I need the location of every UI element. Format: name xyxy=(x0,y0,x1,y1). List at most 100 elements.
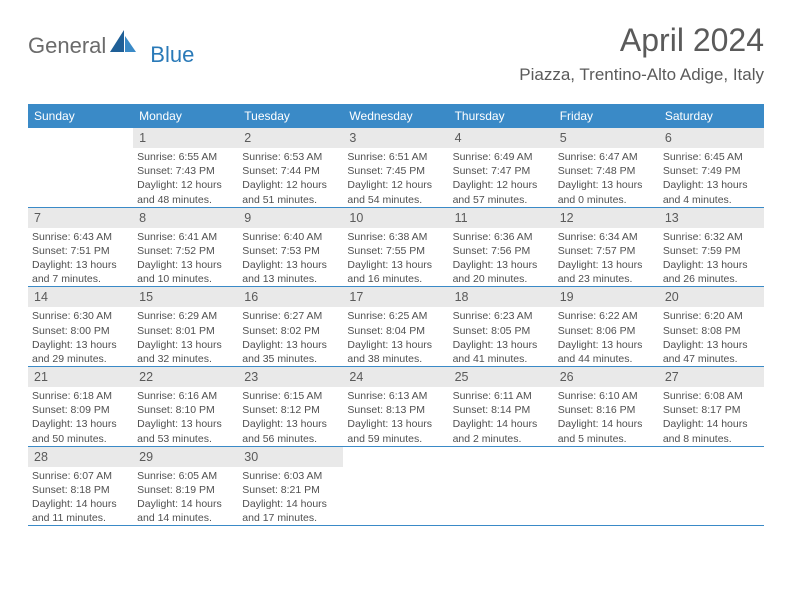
day-info: Sunrise: 6:11 AMSunset: 8:14 PMDaylight:… xyxy=(449,387,554,446)
daylight-text: Daylight: 13 hours and 20 minutes. xyxy=(453,258,550,286)
day-number: 9 xyxy=(238,208,343,228)
day-info: Sunrise: 6:49 AMSunset: 7:47 PMDaylight:… xyxy=(449,148,554,207)
sunset-text: Sunset: 7:49 PM xyxy=(663,164,760,178)
day-number: 13 xyxy=(659,208,764,228)
daylight-text: Daylight: 13 hours and 0 minutes. xyxy=(558,178,655,206)
day-cell: 30Sunrise: 6:03 AMSunset: 8:21 PMDayligh… xyxy=(238,447,343,526)
sunset-text: Sunset: 8:04 PM xyxy=(347,324,444,338)
calendar: Sunday Monday Tuesday Wednesday Thursday… xyxy=(28,104,764,526)
weeks-container: 1Sunrise: 6:55 AMSunset: 7:43 PMDaylight… xyxy=(28,128,764,526)
day-number: 23 xyxy=(238,367,343,387)
sunrise-text: Sunrise: 6:47 AM xyxy=(558,150,655,164)
day-cell: 16Sunrise: 6:27 AMSunset: 8:02 PMDayligh… xyxy=(238,287,343,366)
day-cell: 3Sunrise: 6:51 AMSunset: 7:45 PMDaylight… xyxy=(343,128,448,207)
daylight-text: Daylight: 13 hours and 44 minutes. xyxy=(558,338,655,366)
day-number: 22 xyxy=(133,367,238,387)
day-info: Sunrise: 6:08 AMSunset: 8:17 PMDaylight:… xyxy=(659,387,764,446)
day-info: Sunrise: 6:05 AMSunset: 8:19 PMDaylight:… xyxy=(133,467,238,526)
day-info: Sunrise: 6:13 AMSunset: 8:13 PMDaylight:… xyxy=(343,387,448,446)
day-number: 29 xyxy=(133,447,238,467)
day-cell: 19Sunrise: 6:22 AMSunset: 8:06 PMDayligh… xyxy=(554,287,659,366)
daylight-text: Daylight: 13 hours and 41 minutes. xyxy=(453,338,550,366)
sunrise-text: Sunrise: 6:22 AM xyxy=(558,309,655,323)
weekday-header: Sunday xyxy=(28,104,133,128)
day-cell: 7Sunrise: 6:43 AMSunset: 7:51 PMDaylight… xyxy=(28,208,133,287)
day-number: 6 xyxy=(659,128,764,148)
month-title: April 2024 xyxy=(519,22,764,59)
sunset-text: Sunset: 8:02 PM xyxy=(242,324,339,338)
sunset-text: Sunset: 8:21 PM xyxy=(242,483,339,497)
day-number: 16 xyxy=(238,287,343,307)
sunset-text: Sunset: 7:55 PM xyxy=(347,244,444,258)
sunset-text: Sunset: 7:57 PM xyxy=(558,244,655,258)
week-row: 21Sunrise: 6:18 AMSunset: 8:09 PMDayligh… xyxy=(28,367,764,447)
daylight-text: Daylight: 13 hours and 56 minutes. xyxy=(242,417,339,445)
daylight-text: Daylight: 14 hours and 17 minutes. xyxy=(242,497,339,525)
daylight-text: Daylight: 13 hours and 16 minutes. xyxy=(347,258,444,286)
sunrise-text: Sunrise: 6:36 AM xyxy=(453,230,550,244)
sunrise-text: Sunrise: 6:27 AM xyxy=(242,309,339,323)
day-number: 1 xyxy=(133,128,238,148)
day-info: Sunrise: 6:30 AMSunset: 8:00 PMDaylight:… xyxy=(28,307,133,366)
sunrise-text: Sunrise: 6:55 AM xyxy=(137,150,234,164)
daylight-text: Daylight: 13 hours and 23 minutes. xyxy=(558,258,655,286)
daylight-text: Daylight: 13 hours and 4 minutes. xyxy=(663,178,760,206)
day-info: Sunrise: 6:32 AMSunset: 7:59 PMDaylight:… xyxy=(659,228,764,287)
day-cell: 22Sunrise: 6:16 AMSunset: 8:10 PMDayligh… xyxy=(133,367,238,446)
day-number: 25 xyxy=(449,367,554,387)
daylight-text: Daylight: 13 hours and 35 minutes. xyxy=(242,338,339,366)
day-cell: 13Sunrise: 6:32 AMSunset: 7:59 PMDayligh… xyxy=(659,208,764,287)
daylight-text: Daylight: 13 hours and 29 minutes. xyxy=(32,338,129,366)
sunrise-text: Sunrise: 6:40 AM xyxy=(242,230,339,244)
day-number: 27 xyxy=(659,367,764,387)
day-info: Sunrise: 6:20 AMSunset: 8:08 PMDaylight:… xyxy=(659,307,764,366)
weekday-header: Tuesday xyxy=(238,104,343,128)
sunset-text: Sunset: 7:44 PM xyxy=(242,164,339,178)
day-info: Sunrise: 6:47 AMSunset: 7:48 PMDaylight:… xyxy=(554,148,659,207)
sunset-text: Sunset: 7:51 PM xyxy=(32,244,129,258)
day-info: Sunrise: 6:22 AMSunset: 8:06 PMDaylight:… xyxy=(554,307,659,366)
sunrise-text: Sunrise: 6:53 AM xyxy=(242,150,339,164)
day-cell xyxy=(554,447,659,526)
week-row: 7Sunrise: 6:43 AMSunset: 7:51 PMDaylight… xyxy=(28,208,764,288)
sunrise-text: Sunrise: 6:03 AM xyxy=(242,469,339,483)
daylight-text: Daylight: 13 hours and 32 minutes. xyxy=(137,338,234,366)
daylight-text: Daylight: 14 hours and 11 minutes. xyxy=(32,497,129,525)
logo-sail-icon xyxy=(110,30,136,58)
day-info: Sunrise: 6:16 AMSunset: 8:10 PMDaylight:… xyxy=(133,387,238,446)
daylight-text: Daylight: 13 hours and 10 minutes. xyxy=(137,258,234,286)
day-number: 26 xyxy=(554,367,659,387)
weekday-header-row: Sunday Monday Tuesday Wednesday Thursday… xyxy=(28,104,764,128)
sunrise-text: Sunrise: 6:16 AM xyxy=(137,389,234,403)
sunset-text: Sunset: 7:56 PM xyxy=(453,244,550,258)
day-number: 5 xyxy=(554,128,659,148)
location-subtitle: Piazza, Trentino-Alto Adige, Italy xyxy=(519,65,764,85)
day-cell: 26Sunrise: 6:10 AMSunset: 8:16 PMDayligh… xyxy=(554,367,659,446)
day-cell: 9Sunrise: 6:40 AMSunset: 7:53 PMDaylight… xyxy=(238,208,343,287)
sunrise-text: Sunrise: 6:45 AM xyxy=(663,150,760,164)
sunset-text: Sunset: 7:45 PM xyxy=(347,164,444,178)
daylight-text: Daylight: 14 hours and 8 minutes. xyxy=(663,417,760,445)
day-info: Sunrise: 6:10 AMSunset: 8:16 PMDaylight:… xyxy=(554,387,659,446)
day-cell: 14Sunrise: 6:30 AMSunset: 8:00 PMDayligh… xyxy=(28,287,133,366)
sunset-text: Sunset: 8:06 PM xyxy=(558,324,655,338)
sunrise-text: Sunrise: 6:41 AM xyxy=(137,230,234,244)
sunrise-text: Sunrise: 6:29 AM xyxy=(137,309,234,323)
sunset-text: Sunset: 8:16 PM xyxy=(558,403,655,417)
sunset-text: Sunset: 8:09 PM xyxy=(32,403,129,417)
day-cell: 11Sunrise: 6:36 AMSunset: 7:56 PMDayligh… xyxy=(449,208,554,287)
day-number: 28 xyxy=(28,447,133,467)
daylight-text: Daylight: 13 hours and 53 minutes. xyxy=(137,417,234,445)
logo: General Blue xyxy=(28,24,194,68)
sunset-text: Sunset: 7:48 PM xyxy=(558,164,655,178)
day-number: 18 xyxy=(449,287,554,307)
sunset-text: Sunset: 7:52 PM xyxy=(137,244,234,258)
weekday-header: Saturday xyxy=(659,104,764,128)
sunrise-text: Sunrise: 6:38 AM xyxy=(347,230,444,244)
day-info: Sunrise: 6:29 AMSunset: 8:01 PMDaylight:… xyxy=(133,307,238,366)
daylight-text: Daylight: 14 hours and 5 minutes. xyxy=(558,417,655,445)
day-cell: 8Sunrise: 6:41 AMSunset: 7:52 PMDaylight… xyxy=(133,208,238,287)
day-info: Sunrise: 6:27 AMSunset: 8:02 PMDaylight:… xyxy=(238,307,343,366)
weekday-header: Friday xyxy=(554,104,659,128)
sunrise-text: Sunrise: 6:32 AM xyxy=(663,230,760,244)
